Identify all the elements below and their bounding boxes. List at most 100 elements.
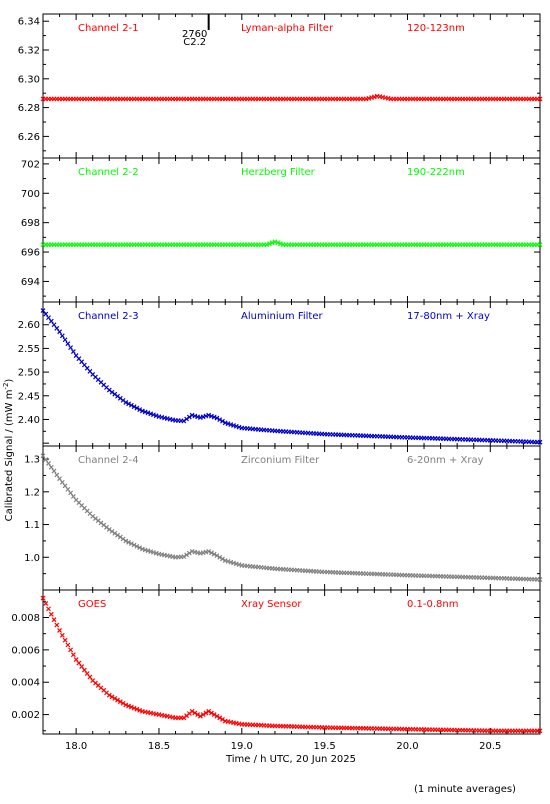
data-point: [137, 545, 143, 551]
data-point: [264, 242, 270, 248]
panel-frame: [42, 445, 541, 591]
panel-4: 1.0 1.1 1.2 1.3 Channel 2-4 Zirconium Filter 6…: [24, 445, 543, 591]
data-point: [220, 717, 225, 722]
y-tick-label: 696: [21, 248, 40, 259]
y-tick-label: 2.50: [18, 368, 40, 379]
panel-frame: [42, 157, 541, 303]
data-point: [68, 345, 74, 351]
data-point: [181, 554, 187, 560]
panel-label: 17-80nm + Xray: [407, 311, 490, 322]
data-point: [537, 96, 543, 102]
data-point: [189, 708, 195, 714]
data-point: [123, 538, 129, 544]
data-point: [51, 468, 57, 474]
footnote: (1 minute averages): [414, 784, 516, 795]
data-point: [131, 404, 137, 410]
panel-label: Lyman-alpha Filter: [241, 23, 334, 34]
data-point: [186, 414, 192, 420]
y-tick-label: 0.002: [11, 710, 40, 721]
data-point: [70, 652, 76, 658]
y-axis-label-text: Calibrated Signal / (mW m: [4, 390, 15, 522]
data-point: [197, 713, 203, 719]
y-tick-label: 698: [21, 218, 40, 229]
y-tick-label: 6.26: [18, 132, 40, 143]
data-point: [275, 240, 281, 246]
data-series: [40, 308, 543, 445]
x-tick-label: 19.5: [314, 741, 336, 752]
data-point: [266, 241, 272, 247]
data-point: [537, 242, 543, 248]
data-point: [109, 528, 115, 534]
y-tick-label: 0.008: [11, 613, 40, 624]
y-tick-label: 6.34: [18, 17, 40, 28]
data-point: [537, 439, 543, 445]
data-series: [40, 93, 543, 102]
y-tick-label: 6.30: [18, 74, 40, 85]
data-point: [145, 410, 151, 416]
y-tick-label: 2.45: [18, 391, 40, 402]
data-point: [48, 464, 54, 470]
data-point: [57, 628, 62, 633]
data-point: [112, 530, 118, 536]
data-point: [195, 712, 201, 718]
x-tick-label: 18.0: [65, 741, 87, 752]
data-point: [151, 412, 156, 418]
data-point: [214, 553, 220, 559]
data-point: [211, 712, 217, 718]
data-point: [112, 695, 118, 701]
panel-frame: [42, 301, 541, 447]
data-point: [120, 700, 126, 706]
flare-marker-number: 2760: [182, 29, 207, 40]
data-point: [206, 548, 212, 554]
data-point: [184, 416, 190, 422]
data-point: [62, 337, 68, 343]
data-point: [43, 457, 49, 463]
y-tick-label: 2.40: [18, 415, 40, 426]
data-point: [126, 401, 132, 407]
y-tick-label: 2.55: [18, 344, 40, 355]
panel-label: Channel 2-2: [78, 167, 139, 178]
data-point: [128, 541, 134, 547]
panel-3: 2.40 2.45 2.50 2.55 2.60 Channel 2-3 Aluminium…: [18, 301, 543, 447]
data-point: [142, 409, 148, 415]
data-point: [68, 647, 74, 653]
data-point: [120, 536, 126, 542]
data-point: [115, 697, 120, 703]
data-point: [40, 595, 46, 601]
data-point: [206, 412, 212, 418]
y-tick-label: 1.1: [24, 520, 40, 531]
data-point: [57, 329, 62, 335]
data-point: [209, 710, 214, 716]
data-point: [109, 694, 115, 700]
data-point: [209, 550, 214, 556]
y-tick-label: 6.28: [18, 103, 40, 114]
data-point: [137, 707, 143, 713]
panel-label: Zirconium Filter: [241, 455, 320, 466]
data-point: [537, 728, 543, 734]
panel-1: 6.26 6.28 6.30 6.32 6.34 Channel 2-1 Lyman-alp…: [18, 13, 543, 159]
data-point: [181, 418, 187, 424]
data-point: [184, 552, 190, 558]
data-series: [40, 595, 543, 734]
panel-5: 0.002 0.004 0.006 0.008 GOES Xray Sensor 0.1-0…: [11, 589, 543, 735]
flare-marker: 2760 C2.2: [182, 14, 210, 48]
data-point: [59, 333, 65, 339]
panel-label: 0.1-0.8nm: [407, 599, 459, 610]
data-point: [128, 704, 134, 710]
data-point: [106, 692, 112, 698]
data-point: [203, 710, 209, 716]
data-point: [217, 715, 223, 721]
data-point: [115, 532, 120, 538]
data-point: [211, 551, 217, 557]
data-point: [117, 699, 123, 705]
data-point: [211, 414, 217, 420]
data-point: [65, 642, 71, 648]
y-axis-label-close: ): [4, 379, 15, 383]
data-point: [214, 713, 220, 719]
data-point: [134, 543, 140, 549]
data-point: [123, 702, 129, 708]
data-point: [126, 539, 132, 545]
data-series: [40, 239, 543, 248]
x-tick-label: 19.0: [231, 741, 253, 752]
